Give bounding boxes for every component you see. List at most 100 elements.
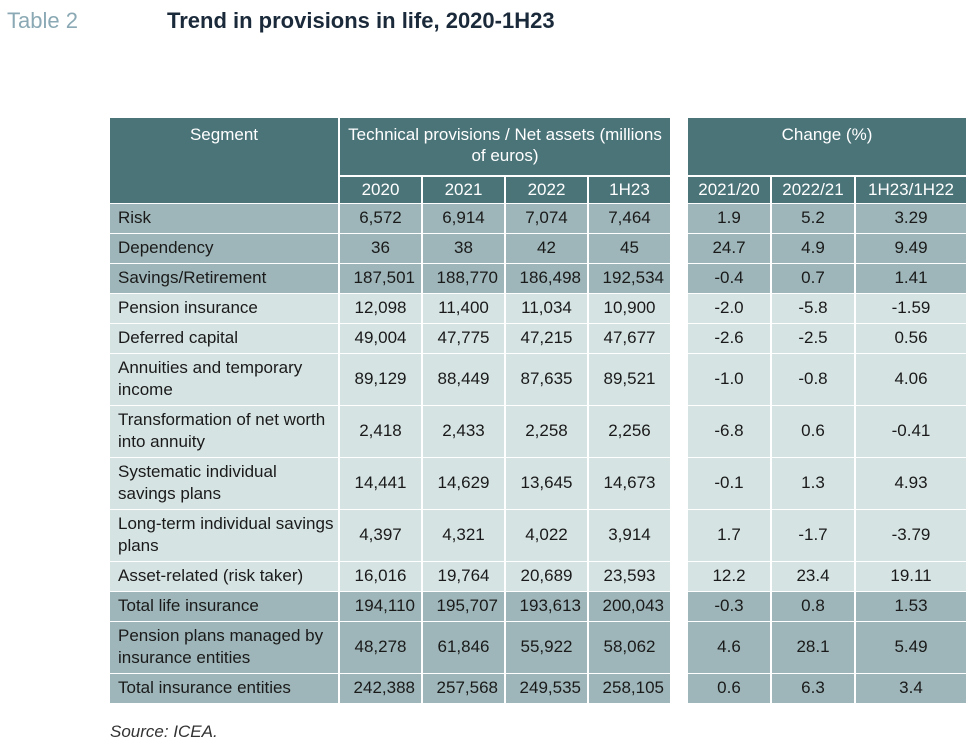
column-gap: [672, 324, 686, 353]
provision-value: 12,098: [340, 294, 421, 323]
change-value: 1.7: [688, 510, 770, 561]
provision-value: 258,105: [589, 674, 670, 703]
provision-value: 188,770: [423, 264, 504, 293]
provision-value: 45: [589, 234, 670, 263]
provision-value: 6,572: [340, 204, 421, 233]
year-header: 2021: [423, 176, 504, 203]
change-header: 2022/21: [772, 176, 854, 203]
provision-value: 88,449: [423, 354, 504, 405]
segment-label: Total insurance entities: [110, 674, 338, 703]
page-title: Trend in provisions in life, 2020-1H23: [167, 8, 555, 33]
column-gap: [672, 354, 686, 405]
change-value: 0.7: [772, 264, 854, 293]
provision-value: 242,388: [340, 674, 421, 703]
provision-value: 48,278: [340, 622, 421, 673]
change-value: 0.6: [772, 406, 854, 457]
change-value: -1.7: [772, 510, 854, 561]
provision-value: 195,707: [423, 592, 504, 621]
change-value: 1.41: [856, 264, 966, 293]
segment-label: Deferred capital: [110, 324, 338, 353]
segment-label: Dependency: [110, 234, 338, 263]
provision-value: 55,922: [506, 622, 587, 673]
column-gap: [672, 510, 686, 561]
provision-value: 186,498: [506, 264, 587, 293]
provision-value: 192,534: [589, 264, 670, 293]
change-value: -3.79: [856, 510, 966, 561]
change-value: 9.49: [856, 234, 966, 263]
segment-label: Systematic individual savings plans: [110, 458, 338, 509]
provision-value: 4,321: [423, 510, 504, 561]
change-value: 5.49: [856, 622, 966, 673]
change-value: 3.29: [856, 204, 966, 233]
provision-value: 193,613: [506, 592, 587, 621]
provision-value: 23,593: [589, 562, 670, 591]
year-header: 2022: [506, 176, 587, 203]
provision-value: 58,062: [589, 622, 670, 673]
column-gap: [672, 234, 686, 263]
change-value: 19.11: [856, 562, 966, 591]
provision-value: 47,215: [506, 324, 587, 353]
year-header: 2020: [340, 176, 421, 203]
change-value: 4.06: [856, 354, 966, 405]
provision-value: 47,775: [423, 324, 504, 353]
change-value: 0.6: [688, 674, 770, 703]
change-value: 0.8: [772, 592, 854, 621]
change-value: 0.56: [856, 324, 966, 353]
provision-value: 6,914: [423, 204, 504, 233]
provision-value: 13,645: [506, 458, 587, 509]
change-value: -1.59: [856, 294, 966, 323]
provision-value: 2,433: [423, 406, 504, 457]
segment-label: Transformation of net worth into annuity: [110, 406, 338, 457]
change-value: 6.3: [772, 674, 854, 703]
source-note: Source: ICEA.: [110, 722, 218, 741]
provision-value: 20,689: [506, 562, 587, 591]
provision-value: 7,074: [506, 204, 587, 233]
change-value: 4.9: [772, 234, 854, 263]
provision-value: 2,256: [589, 406, 670, 457]
change-value: -0.1: [688, 458, 770, 509]
change-value: -1.0: [688, 354, 770, 405]
change-group-header: Change (%): [688, 118, 966, 175]
segment-label: Risk: [110, 204, 338, 233]
year-header: 1H23: [589, 176, 670, 203]
change-value: 1.3: [772, 458, 854, 509]
provision-value: 87,635: [506, 354, 587, 405]
column-gap: [672, 458, 686, 509]
provision-value: 36: [340, 234, 421, 263]
provision-value: 14,441: [340, 458, 421, 509]
provision-value: 47,677: [589, 324, 670, 353]
change-value: 12.2: [688, 562, 770, 591]
table-label: Table 2: [7, 8, 78, 33]
segment-label: Annuities and temporary income: [110, 354, 338, 405]
segment-label: Pension insurance: [110, 294, 338, 323]
provision-value: 257,568: [423, 674, 504, 703]
provision-value: 89,129: [340, 354, 421, 405]
column-gap: [672, 592, 686, 621]
provision-value: 10,900: [589, 294, 670, 323]
provision-value: 49,004: [340, 324, 421, 353]
change-value: 3.4: [856, 674, 966, 703]
change-value: -5.8: [772, 294, 854, 323]
change-value: -2.6: [688, 324, 770, 353]
provision-value: 2,418: [340, 406, 421, 457]
segment-label: Pension plans managed by insurance entit…: [110, 622, 338, 673]
provisions-table: Segment Technical provisions / Net assets…: [110, 118, 966, 703]
change-value: -2.5: [772, 324, 854, 353]
column-gap: [672, 118, 686, 203]
provision-value: 38: [423, 234, 504, 263]
provision-value: 249,535: [506, 674, 587, 703]
provision-value: 187,501: [340, 264, 421, 293]
change-value: 28.1: [772, 622, 854, 673]
segment-label: Total life insurance: [110, 592, 338, 621]
change-value: 5.2: [772, 204, 854, 233]
change-value: -6.8: [688, 406, 770, 457]
column-gap: [672, 562, 686, 591]
column-gap: [672, 294, 686, 323]
column-gap: [672, 264, 686, 293]
change-value: -0.3: [688, 592, 770, 621]
column-gap: [672, 674, 686, 703]
provision-value: 2,258: [506, 406, 587, 457]
column-gap: [672, 622, 686, 673]
change-value: 24.7: [688, 234, 770, 263]
provision-value: 61,846: [423, 622, 504, 673]
